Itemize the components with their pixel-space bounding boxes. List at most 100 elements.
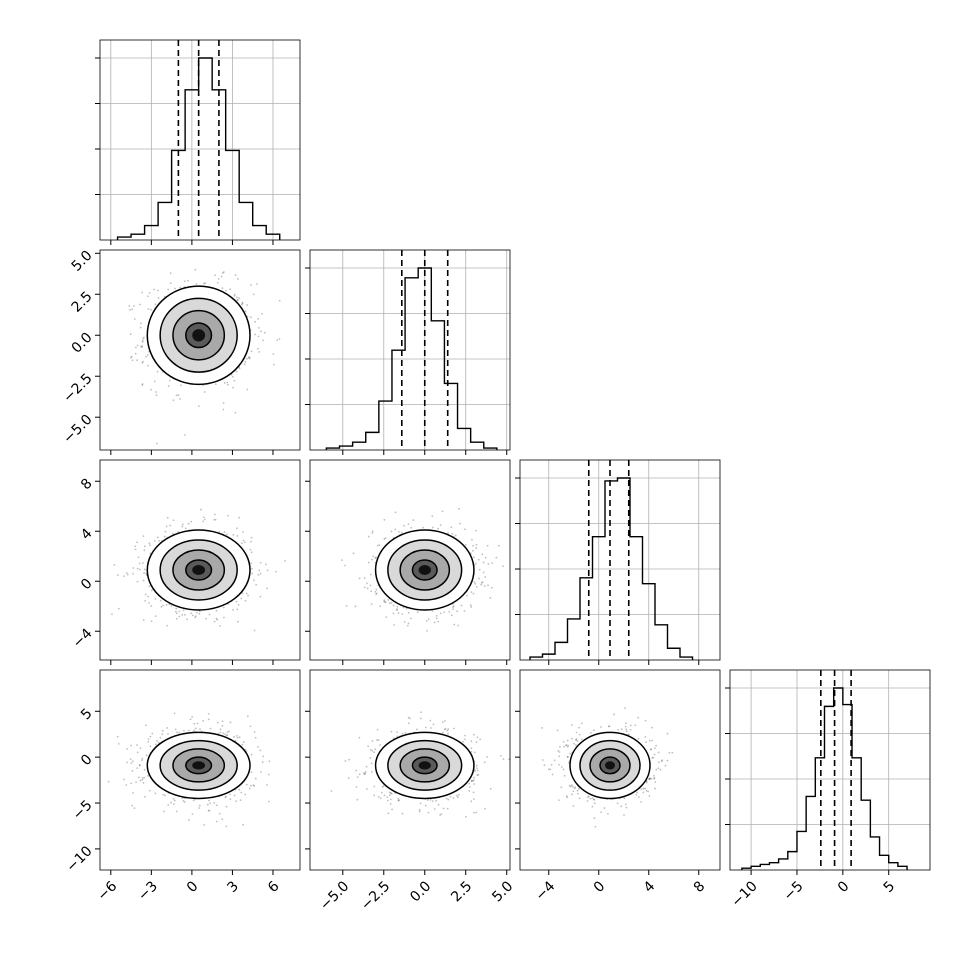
sample-point xyxy=(478,568,481,571)
sample-point xyxy=(253,629,256,632)
sample-point xyxy=(341,559,343,562)
sample-point xyxy=(130,762,133,765)
sample-point xyxy=(155,391,158,393)
sample-point xyxy=(267,800,270,803)
sample-point xyxy=(431,800,434,803)
sample-point xyxy=(495,556,498,559)
sample-point xyxy=(447,728,450,730)
sample-point xyxy=(475,767,478,770)
sample-point xyxy=(443,611,446,614)
sample-point xyxy=(157,741,160,744)
sample-point xyxy=(253,579,255,582)
sample-point xyxy=(261,761,264,764)
sample-point xyxy=(649,777,652,780)
sample-point xyxy=(458,522,461,525)
sample-point xyxy=(472,544,474,547)
sample-point xyxy=(209,802,211,805)
x-tick-label: 5 xyxy=(881,878,899,896)
x-tick-label: 0 xyxy=(184,878,202,896)
sample-point xyxy=(141,291,143,294)
y-tick-label: −4 xyxy=(70,626,96,652)
x-tick-label: 8 xyxy=(691,878,709,896)
contour-line xyxy=(387,539,463,601)
sample-point xyxy=(267,773,270,776)
sample-point xyxy=(387,598,390,601)
sample-point xyxy=(407,523,410,526)
sample-point xyxy=(592,729,595,732)
x-tick-label: 3 xyxy=(224,878,242,896)
sample-point xyxy=(453,623,456,626)
panel-frame xyxy=(309,249,511,451)
sample-point xyxy=(547,768,550,771)
sample-point xyxy=(374,591,377,593)
sample-point xyxy=(642,787,645,790)
sample-point xyxy=(117,607,120,610)
sample-point xyxy=(427,618,430,621)
sample-point xyxy=(463,528,466,531)
sample-point xyxy=(396,605,399,608)
sample-point xyxy=(229,721,232,724)
sample-point xyxy=(236,299,239,301)
sample-point xyxy=(141,384,144,386)
sample-point xyxy=(226,731,229,733)
sample-point xyxy=(249,725,252,728)
sample-point xyxy=(266,587,268,590)
sample-point xyxy=(179,286,182,289)
sample-point xyxy=(388,602,391,605)
sample-point xyxy=(394,511,397,514)
density-fill xyxy=(192,761,206,770)
sample-point xyxy=(214,518,217,521)
sample-point xyxy=(624,707,627,710)
sample-point xyxy=(607,813,609,815)
sample-point xyxy=(278,299,281,302)
sample-point xyxy=(475,741,478,743)
scatter-panel-4-2 xyxy=(305,669,511,875)
sample-point xyxy=(607,725,610,728)
sample-point xyxy=(481,553,484,556)
sample-point xyxy=(138,776,140,779)
sample-point xyxy=(268,760,271,763)
sample-point xyxy=(375,592,378,595)
sample-point xyxy=(134,545,137,548)
sample-point xyxy=(450,526,453,529)
sample-point xyxy=(566,745,569,748)
sample-point xyxy=(586,800,589,802)
sample-point xyxy=(117,742,120,745)
sample-point xyxy=(500,754,502,757)
sample-point xyxy=(237,603,240,606)
sample-point xyxy=(472,791,475,794)
sample-point xyxy=(416,728,418,731)
sample-point xyxy=(635,794,638,796)
sample-point xyxy=(446,807,449,810)
sample-point xyxy=(354,605,357,608)
sample-point xyxy=(366,582,368,585)
sample-point xyxy=(234,274,237,276)
sample-point xyxy=(364,770,367,773)
sample-point xyxy=(572,804,575,807)
sample-point xyxy=(668,751,671,754)
sample-point xyxy=(383,599,386,602)
sample-point xyxy=(401,812,404,815)
sample-point xyxy=(398,799,401,801)
sample-point xyxy=(383,600,385,603)
sample-point xyxy=(473,733,475,736)
sample-point xyxy=(379,744,381,746)
sample-point xyxy=(226,383,229,386)
sample-point xyxy=(567,744,570,747)
panel-bg xyxy=(520,460,720,660)
sample-point xyxy=(620,728,623,731)
sample-point xyxy=(186,618,188,621)
sample-point xyxy=(651,756,654,759)
sample-point xyxy=(640,801,643,803)
sample-point xyxy=(225,795,227,798)
sample-point xyxy=(484,556,487,559)
sample-point xyxy=(258,569,261,572)
sample-point xyxy=(367,535,370,538)
sample-point xyxy=(138,764,141,766)
sample-point xyxy=(431,526,434,529)
sample-point xyxy=(221,720,224,723)
sample-point xyxy=(412,519,415,521)
x-tick-label: −3 xyxy=(135,878,161,904)
sample-point xyxy=(473,783,476,785)
sample-point xyxy=(578,726,581,729)
